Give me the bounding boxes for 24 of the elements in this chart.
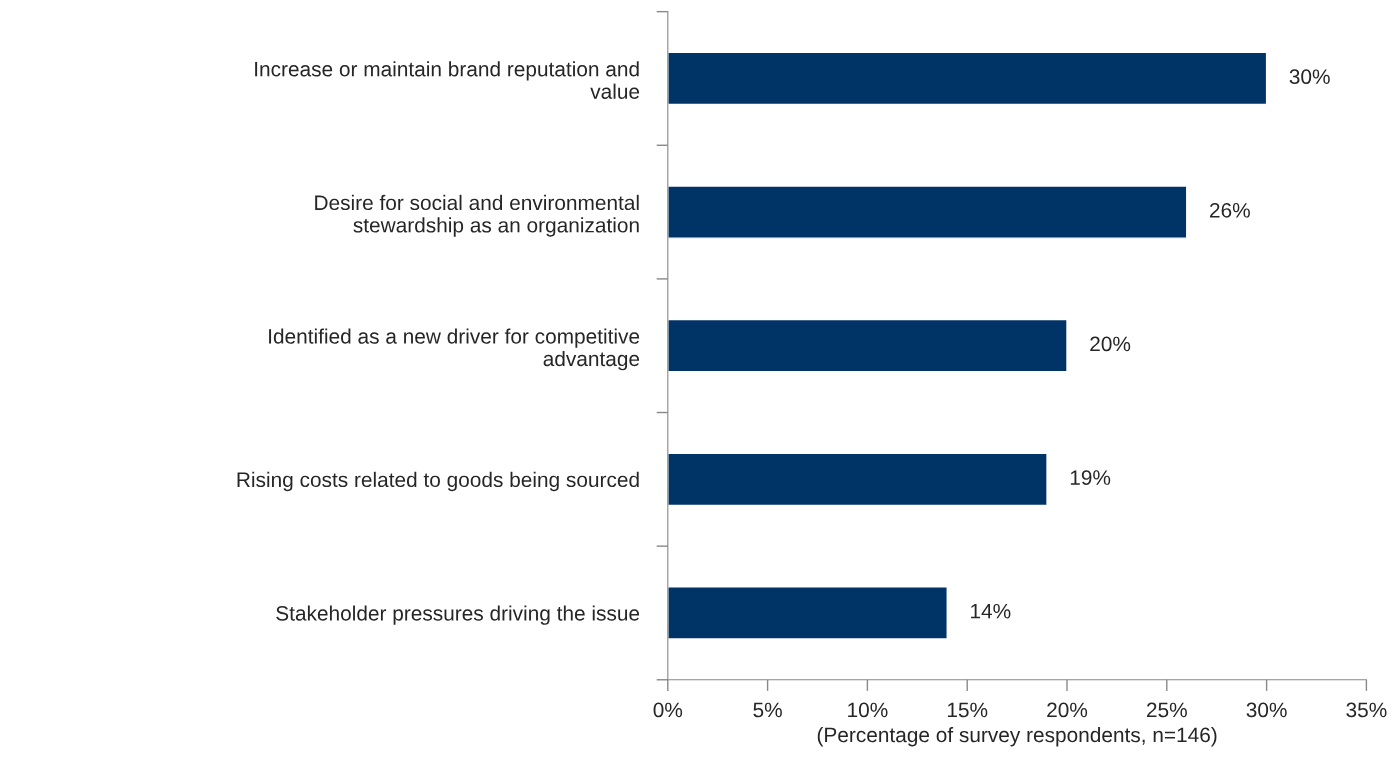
x-tick-label: 10% (848, 702, 888, 718)
data-label: 26% (1210, 202, 1250, 218)
bar (667, 586, 948, 640)
x-tick-label: 5% (753, 702, 782, 718)
data-label: 30% (1289, 69, 1330, 85)
y-tick-label: Stakeholder pressures driving the issue (276, 605, 640, 625)
data-label: 14% (971, 603, 1011, 619)
x-tick-label: 25% (1147, 702, 1187, 718)
y-tick-label: Rising costs related to goods being sourced (237, 471, 639, 492)
data-label: 19% (1070, 470, 1111, 485)
bar (667, 318, 1068, 373)
bar (667, 51, 1268, 106)
x-tick-label: 15% (947, 702, 988, 718)
x-tick-label: 20% (1047, 702, 1088, 718)
bar (667, 452, 1048, 507)
x-axis-title: (Percentage of survey respondents, n=146) (817, 726, 1217, 747)
x-tick-label: 0% (653, 702, 683, 718)
y-tick-label: Identified as a new driver for competitive advantage (269, 328, 640, 371)
bar (667, 185, 1188, 239)
y-tick-label: Increase or maintain brand reputation and value (255, 61, 640, 99)
x-tick-label: 30% (1246, 702, 1287, 718)
y-tick-label: Desire for social and environmental stewardship as an organization (315, 194, 639, 237)
data-label: 20% (1090, 336, 1131, 352)
x-tick-label: 35% (1346, 702, 1387, 718)
